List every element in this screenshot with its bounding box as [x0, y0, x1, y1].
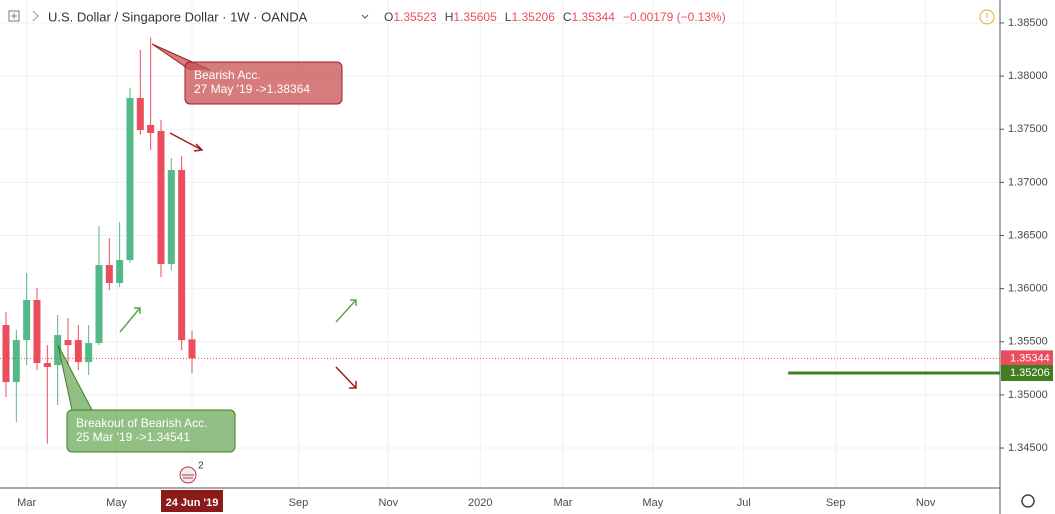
candle-body: [12, 340, 20, 383]
x-tick-label: May: [642, 497, 663, 509]
candle-body: [136, 97, 144, 130]
crosshair-label-bg: [160, 490, 223, 512]
price-label-bg: [1001, 365, 1053, 382]
y-tick-label: 1.37000: [1008, 176, 1048, 188]
event-badge: 2: [198, 461, 204, 472]
event-icon-flag: [182, 474, 194, 479]
header: U.S. Dollar / Singapore Dollar · 1W · OA…: [8, 9, 995, 25]
x-tick-label: Jul: [737, 497, 751, 509]
ohlc-key: L: [505, 10, 512, 24]
candle-body: [23, 300, 31, 341]
price-label: 1.35206: [1010, 367, 1050, 379]
arrow-up: [119, 307, 141, 333]
arrow-up: [335, 299, 357, 323]
x-tick-label: May: [106, 497, 127, 509]
toggle-icon-plus: [11, 13, 17, 19]
x-tick-label: Nov: [916, 497, 936, 509]
annotation-text: Bearish Acc.: [194, 68, 261, 82]
candle-body: [64, 340, 72, 346]
y-tick-label: 1.36000: [1008, 283, 1048, 295]
x-tick-label: Mar: [17, 497, 36, 509]
y-tick-label: 1.38500: [1008, 17, 1048, 29]
annotation-text: 25 Mar '19 ->1.34541: [76, 430, 190, 444]
x-tick-label: Mar: [553, 497, 572, 509]
alert-icon[interactable]: [979, 9, 995, 25]
annotation-box: [184, 61, 343, 105]
plot: [0, 0, 1000, 488]
x-tick-label: 24 Jun '19: [166, 497, 219, 509]
x-tick-label: Nov: [379, 497, 399, 509]
candle-body: [147, 124, 155, 133]
candle-body: [54, 335, 62, 366]
candle-body: [85, 343, 93, 363]
candle-body: [95, 265, 103, 344]
ohlc-key: H: [445, 10, 454, 24]
ohlc-value: 1.35605: [453, 10, 497, 24]
candle-body: [167, 170, 175, 264]
dropdown-icon[interactable]: [361, 14, 369, 19]
x-tick-label: 2020: [468, 497, 492, 509]
ohlc-key: O: [384, 10, 393, 24]
annotation-box: [66, 409, 236, 453]
ohlc-value: 1.35206: [511, 10, 555, 24]
candle-body: [178, 170, 186, 341]
y-tick-label: 1.36500: [1008, 229, 1048, 241]
arrow-down: [169, 132, 204, 152]
toggle-icon[interactable]: [8, 10, 20, 22]
y-tick-label: 1.35000: [1008, 389, 1048, 401]
symbol: U.S. Dollar / Singapore Dollar · 1W · OA…: [48, 9, 308, 24]
ohlc: O1.35523 H1.35605 L1.35206 C1.35344 −0.00179…: [384, 10, 726, 24]
annotation-pointer: [57, 344, 93, 411]
x-tick-label: Sep: [826, 497, 846, 509]
candle-body: [188, 339, 196, 359]
change: −0.00179 (−0.13%): [623, 10, 726, 24]
candle-body: [157, 130, 165, 264]
candle-body: [105, 265, 113, 284]
ohlc-value: 1.35523: [393, 10, 437, 24]
ohlc-key: C: [563, 10, 572, 24]
annotation-text: Breakout of Bearish Acc.: [76, 416, 207, 430]
y-tick-label: 1.37500: [1008, 123, 1048, 135]
y-tick-label: 1.38000: [1008, 70, 1048, 82]
price-label: 1.35344: [1010, 352, 1050, 364]
candle-body: [43, 363, 51, 368]
candle-body: [74, 340, 82, 363]
y-tick-label: 1.35500: [1008, 336, 1048, 348]
price-label-bg: [1001, 350, 1053, 367]
candle-body: [2, 324, 10, 383]
candle-body: [33, 300, 41, 364]
arrow-down: [335, 366, 357, 389]
candle-body: [126, 97, 134, 261]
ohlc-value: 1.35344: [572, 10, 616, 24]
settings-icon[interactable]: [1021, 494, 1035, 508]
annotation-text: 27 May '19 ->1.38364: [194, 82, 310, 96]
x-tick-label: Sep: [289, 497, 309, 509]
y-tick-label: 1.34500: [1008, 442, 1048, 454]
candle-body: [116, 260, 124, 284]
collapse-icon[interactable]: [32, 10, 39, 22]
